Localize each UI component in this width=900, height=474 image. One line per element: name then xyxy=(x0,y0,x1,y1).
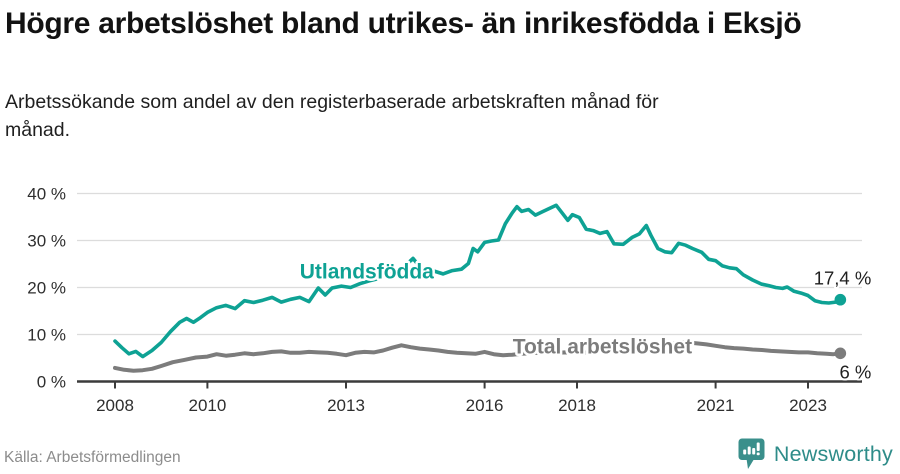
y-tick-label-0: 0 % xyxy=(37,373,66,392)
y-tick-label-20: 20 % xyxy=(27,279,66,298)
x-tick-label-2021: 2021 xyxy=(697,396,735,415)
page-subtitle: Arbetssökande som andel av den registerb… xyxy=(5,91,659,141)
end-value-label-total-arbetsloshet: 6 % xyxy=(839,361,871,382)
x-tick-label-2008: 2008 xyxy=(96,396,134,415)
x-tick-label-2010: 2010 xyxy=(188,396,226,415)
end-dot-total-arbetsloshet xyxy=(834,347,847,360)
series-label-utlandsfodda: Utlandsfödda xyxy=(300,261,434,284)
series-line-total-arbetsloshet xyxy=(113,340,843,373)
source-note: Källa: Arbetsförmedlingen xyxy=(4,449,181,466)
x-tick-label-2013: 2013 xyxy=(327,396,365,415)
end-value-label-utlandsfodda: 17,4 % xyxy=(814,268,872,289)
y-tick-label-40: 40 % xyxy=(27,185,66,204)
unemployment-line-chart: 0 % 10 % 20 % 30 % 40 % 2008 2010 2013 2016 2018 2… xyxy=(27,185,873,416)
end-dot-utlandsfodda xyxy=(834,293,847,306)
series-label-total-arbetsloshet: Total arbetslöshet xyxy=(513,336,692,359)
x-tick-label-2016: 2016 xyxy=(466,396,504,415)
x-tick-label-2023: 2023 xyxy=(789,396,827,415)
pin-shape xyxy=(738,438,765,469)
x-tick-label-2018: 2018 xyxy=(558,396,596,415)
y-tick-label-30: 30 % xyxy=(27,232,66,251)
series-line-utlandsfodda xyxy=(113,203,843,359)
y-tick-label-10: 10 % xyxy=(27,326,66,345)
newsworthy-pin-barchart-icon xyxy=(738,438,765,469)
newsworthy-brand: Newsworthy xyxy=(738,438,893,470)
newsworthy-wordmark: Newsworthy xyxy=(773,441,893,466)
page-title: Högre arbetslöshet bland utrikes- än inr… xyxy=(5,7,802,40)
bar-chart-glyph xyxy=(743,442,760,456)
